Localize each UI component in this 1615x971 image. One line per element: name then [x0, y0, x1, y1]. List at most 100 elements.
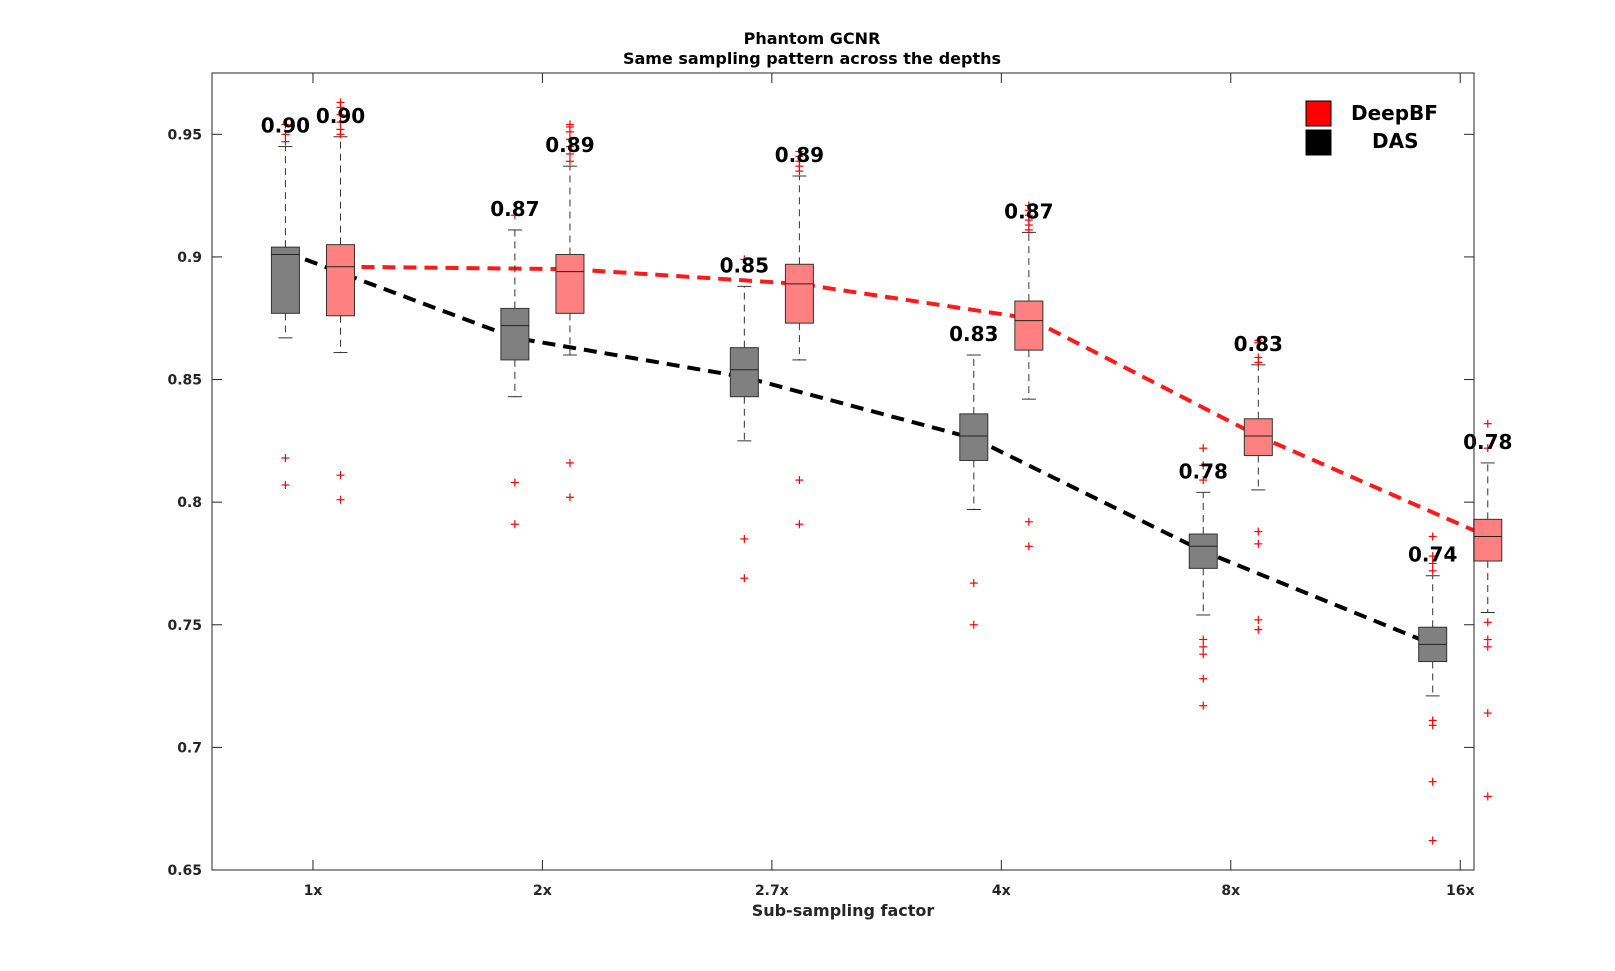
- data-label-deepbf: 0.83: [1234, 332, 1283, 356]
- legend-label-das: DAS: [1372, 129, 1418, 153]
- data-label-das: 0.74: [1408, 543, 1457, 567]
- box-deepbf: [784, 263, 814, 324]
- outlier-marker: [565, 135, 574, 144]
- outlier-marker: [565, 493, 574, 502]
- outlier-marker: [1199, 701, 1208, 710]
- legend-label-deepbf: DeepBF: [1351, 101, 1438, 125]
- outlier-marker: [1254, 625, 1263, 634]
- data-label-das: 0.85: [720, 253, 769, 277]
- box-das: [959, 413, 989, 461]
- outlier-marker: [1428, 836, 1437, 845]
- outlier-marker: [510, 520, 519, 529]
- outlier-marker: [1483, 419, 1492, 428]
- x-tick-label: 2x: [533, 883, 552, 899]
- data-label-deepbf: 0.89: [775, 143, 824, 167]
- outlier-marker: [1483, 792, 1492, 801]
- outlier-marker: [336, 125, 345, 134]
- x-axis-label: Sub-sampling factor: [752, 901, 935, 920]
- outlier-marker: [740, 534, 749, 543]
- mean-line-das: [284, 250, 1434, 647]
- outlier-marker: [1199, 461, 1208, 470]
- outlier-marker: [336, 118, 345, 127]
- box-deepbf: [325, 244, 355, 317]
- y-tick-label: 0.95: [167, 127, 202, 143]
- boxes-layer: [270, 98, 1503, 845]
- y-tick-label: 0.7: [177, 740, 202, 756]
- outlier-marker: [1428, 532, 1437, 541]
- outlier-marker: [969, 579, 978, 588]
- outlier-marker: [281, 130, 290, 139]
- outlier-marker: [1199, 476, 1208, 485]
- outlier-marker: [1428, 716, 1437, 725]
- outlier-marker: [510, 211, 519, 220]
- y-tick-label: 0.9: [177, 250, 202, 266]
- outlier-marker: [1199, 635, 1208, 644]
- outlier-marker: [795, 147, 804, 156]
- outlier-marker: [1199, 444, 1208, 453]
- outlier-marker: [1428, 559, 1437, 568]
- legend: DeepBF DAS: [1305, 100, 1438, 156]
- outlier-marker: [510, 478, 519, 487]
- outlier-marker: [336, 495, 345, 504]
- outlier-marker: [1024, 517, 1033, 526]
- data-labels-layer: 0.90 0.87 0.85 0.83 0.78 0.74 0.90 0.89 0.89 0.87…: [261, 104, 1513, 567]
- data-label-das: 0.90: [261, 114, 310, 138]
- outlier-marker: [565, 157, 574, 166]
- box-das: [500, 307, 530, 361]
- outlier-marker: [740, 255, 749, 264]
- box-das: [729, 347, 759, 398]
- box-deepbf: [1243, 418, 1273, 457]
- plot-area-frame: [211, 72, 1475, 871]
- outlier-marker: [565, 149, 574, 158]
- outlier-marker: [1024, 201, 1033, 210]
- outlier-marker: [740, 574, 749, 583]
- data-label-das: 0.87: [490, 197, 539, 221]
- data-label-deepbf: 0.89: [545, 133, 594, 157]
- outlier-marker: [1428, 566, 1437, 575]
- y-tick-label: 0.75: [167, 618, 202, 634]
- y-tick-label: 0.65: [167, 863, 202, 879]
- outlier-marker: [1199, 642, 1208, 651]
- outlier-marker: [336, 98, 345, 107]
- outlier-marker: [795, 520, 804, 529]
- outlier-marker: [1254, 539, 1263, 548]
- y-tick-label: 0.8: [177, 495, 202, 511]
- outlier-marker: [1199, 650, 1208, 659]
- outlier-marker: [281, 137, 290, 146]
- outlier-marker: [1254, 527, 1263, 536]
- data-label-deepbf: 0.78: [1463, 430, 1512, 454]
- x-tick-label: 16x: [1446, 883, 1475, 899]
- chart-title: Phantom GCNR: [744, 29, 881, 48]
- outlier-marker: [1483, 642, 1492, 651]
- y-tick-label: 0.85: [167, 373, 202, 389]
- chart-subtitle: Same sampling pattern across the depths: [623, 49, 1001, 68]
- outlier-marker: [565, 458, 574, 467]
- axes-layer: 0.65 0.7 0.75 0.8 0.85 0.9 0.95 1x 2x 2.7x 4x 8x 16x: [167, 73, 1474, 899]
- outlier-marker: [281, 120, 290, 129]
- outlier-marker: [1428, 552, 1437, 561]
- x-tick-label: 8x: [1221, 883, 1240, 899]
- box-deepbf: [555, 253, 585, 314]
- mean-lines-layer: [284, 250, 1489, 647]
- data-label-das: 0.83: [949, 322, 998, 346]
- x-tick-label: 1x: [304, 883, 323, 899]
- outlier-marker: [795, 476, 804, 485]
- outlier-marker: [281, 454, 290, 463]
- x-tick-label: 2.7x: [755, 883, 789, 899]
- outlier-marker: [1483, 618, 1492, 627]
- outlier-marker: [1254, 336, 1263, 345]
- outlier-marker: [1483, 709, 1492, 718]
- outlier-marker: [1254, 615, 1263, 624]
- data-label-deepbf: 0.90: [316, 104, 365, 128]
- legend-swatch-das: [1305, 129, 1332, 156]
- mean-line-deepbf: [340, 264, 1489, 539]
- outlier-marker: [1254, 353, 1263, 362]
- outlier-marker: [1199, 674, 1208, 683]
- box-das: [1188, 533, 1218, 569]
- data-label-das: 0.78: [1179, 459, 1228, 483]
- outlier-marker: [969, 620, 978, 629]
- outlier-marker: [336, 110, 345, 119]
- outlier-marker: [1024, 542, 1033, 551]
- outlier-marker: [336, 471, 345, 480]
